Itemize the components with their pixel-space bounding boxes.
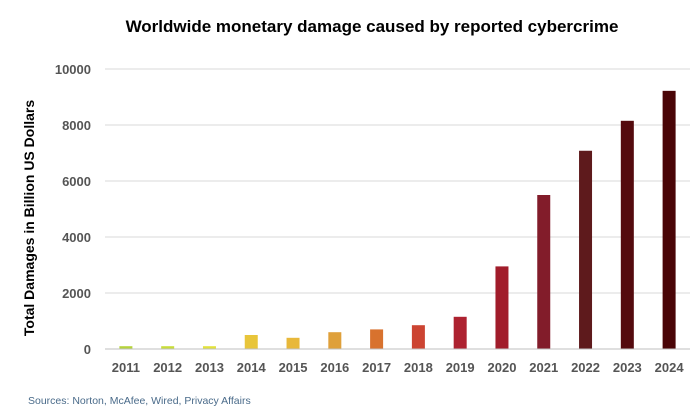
bar-2015 <box>286 337 300 349</box>
bar-2017 <box>370 329 384 349</box>
x-tick-label: 2013 <box>195 360 224 375</box>
x-axis-ticks: 2011 2012 2013 2014 2015 2016 2017 2018 2019 2020… <box>112 360 685 375</box>
bar-2018 <box>411 325 425 349</box>
x-tick-label: 2023 <box>613 360 642 375</box>
bar-2019 <box>453 316 467 349</box>
x-tick-label: 2011 <box>112 360 140 375</box>
bar-2013 <box>202 346 216 349</box>
x-tick-label: 2021 <box>529 360 558 375</box>
x-tick-label: 2016 <box>320 360 349 375</box>
y-tick-label: 4000 <box>62 230 91 245</box>
x-tick-label: 2024 <box>655 360 685 375</box>
bar-2022 <box>579 150 593 349</box>
bar-2021 <box>537 195 551 349</box>
y-axis-label: Total Damages in Billion US Dollars <box>21 100 37 336</box>
y-axis-ticks: 0 2000 4000 6000 8000 10000 <box>55 62 91 357</box>
bar-2014 <box>244 335 258 349</box>
bar-2020 <box>495 266 509 349</box>
x-tick-label: 2014 <box>237 360 267 375</box>
x-tick-label: 2017 <box>362 360 391 375</box>
y-tick-label: 0 <box>84 342 91 357</box>
y-tick-label: 6000 <box>62 174 91 189</box>
y-tick-label: 2000 <box>62 286 91 301</box>
bar-2023 <box>620 120 634 349</box>
x-tick-label: 2015 <box>279 360 308 375</box>
chart-title: Worldwide monetary damage caused by repo… <box>126 17 619 36</box>
gridlines <box>105 68 690 294</box>
bar-2016 <box>328 332 342 349</box>
bar-2012 <box>161 346 175 349</box>
x-tick-label: 2018 <box>404 360 433 375</box>
source-note: Sources: Norton, McAfee, Wired, Privacy … <box>28 395 251 407</box>
x-tick-label: 2019 <box>446 360 475 375</box>
bars <box>119 90 676 349</box>
x-tick-label: 2012 <box>153 360 182 375</box>
y-tick-label: 10000 <box>55 62 91 77</box>
x-tick-label: 2022 <box>571 360 600 375</box>
bar-2024 <box>662 90 676 349</box>
y-tick-label: 8000 <box>62 118 91 133</box>
bar-2011 <box>119 346 133 349</box>
x-tick-label: 2020 <box>488 360 517 375</box>
